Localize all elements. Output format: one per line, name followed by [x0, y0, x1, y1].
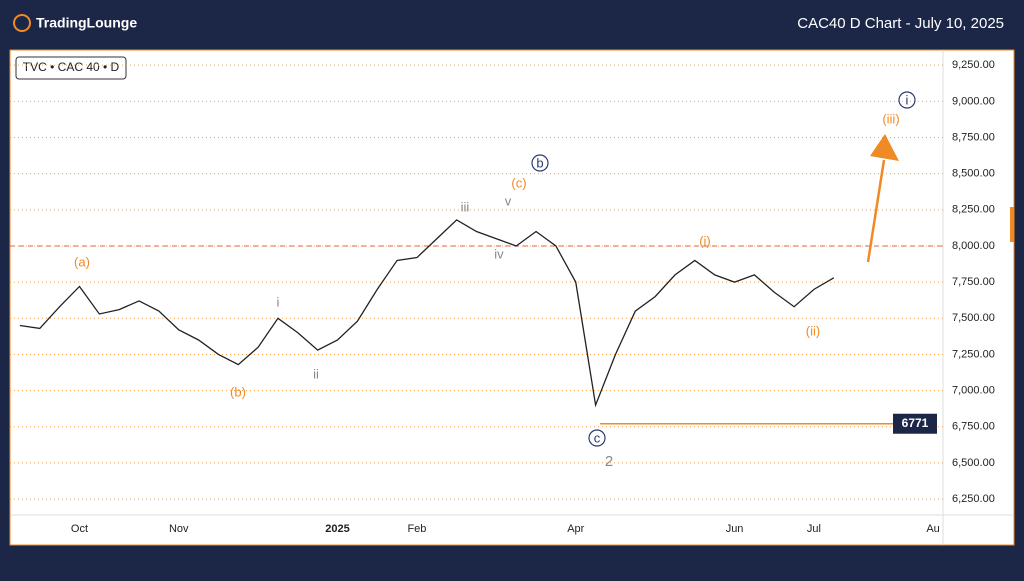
wave-label: i	[906, 92, 909, 107]
x-tick-label: Au	[926, 523, 939, 535]
y-tick-label: 6,500.00	[952, 457, 995, 469]
wave-label: (ii)	[806, 323, 820, 338]
x-tick-label: Jul	[807, 523, 821, 535]
y-tick-label: 8,000.00	[952, 240, 995, 252]
x-tick-label: Jun	[726, 523, 744, 535]
wave-circle	[898, 91, 916, 109]
wave-label: i	[277, 294, 280, 309]
y-tick-label: 6,750.00	[952, 421, 995, 433]
logo-icon	[13, 14, 31, 32]
y-tick-label: 7,250.00	[952, 348, 995, 360]
wave-label: (c)	[511, 175, 526, 190]
logo-text: TradingLounge	[36, 15, 137, 31]
wave-label: ii	[313, 366, 319, 381]
price-badge	[893, 413, 937, 434]
wave-label: iv	[494, 246, 504, 261]
y-tick-label: 6,250.00	[952, 493, 995, 505]
wave-label: (i)	[699, 233, 711, 248]
x-tick-label: Apr	[567, 523, 584, 535]
wave-label: b	[536, 155, 543, 170]
y-tick-label: 7,500.00	[952, 312, 995, 324]
price-line	[19, 219, 835, 408]
arrow-head	[870, 134, 899, 161]
projection-arrow	[866, 159, 886, 263]
y-tick-label: 8,250.00	[952, 204, 995, 216]
symbol-box	[15, 56, 127, 80]
y-tick-label: 8,750.00	[952, 131, 995, 143]
wave-circle	[588, 429, 606, 447]
wave-label: c	[594, 430, 601, 445]
wave-label: (b)	[230, 384, 246, 399]
chart-area	[9, 49, 1015, 546]
x-tick-label: 2025	[325, 523, 349, 535]
y-tick-label: 8,500.00	[952, 168, 995, 180]
y-tick-label: 7,000.00	[952, 385, 995, 397]
x-tick-label: Feb	[407, 523, 426, 535]
page-title: CAC40 D Chart - July 10, 2025	[797, 15, 1004, 32]
wave-label: (a)	[74, 254, 90, 269]
x-tick-label: Nov	[169, 523, 189, 535]
wave-circle	[531, 154, 549, 172]
logo: TradingLounge	[13, 14, 137, 32]
y-tick-label: 9,000.00	[952, 95, 995, 107]
symbol: TVC • CAC 40 • D	[23, 60, 120, 74]
wave-label: iii	[461, 199, 470, 214]
wave-label: v	[505, 193, 512, 208]
x-tick-label: Oct	[71, 523, 88, 535]
y-tick-label: 7,750.00	[952, 276, 995, 288]
wave-label: (iii)	[882, 111, 899, 126]
y-tick-label: 9,250.00	[952, 59, 995, 71]
wave-label: 2	[605, 453, 613, 470]
price-label: 6771	[902, 416, 929, 430]
scroll-marker	[1010, 207, 1014, 242]
